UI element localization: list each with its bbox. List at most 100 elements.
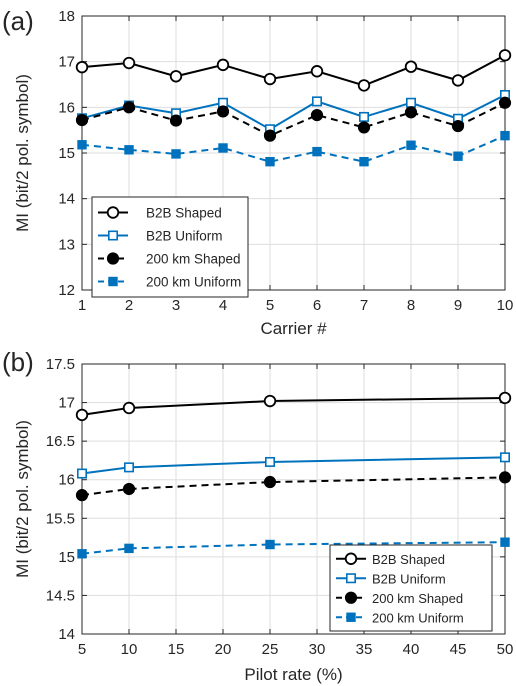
panel-a-xtick-label-3: 4 [219, 297, 227, 314]
panel-b-ytick-label-4: 16 [58, 472, 75, 489]
panel-b-legend-3-point-legend [344, 591, 358, 604]
panel-b-series-4-point-1 [124, 543, 134, 554]
panel-b-legend-label-4: 200 km Uniform [372, 610, 464, 625]
panel-a-xtick-label-7: 8 [407, 297, 415, 314]
panel-a-series-1-point-2 [169, 70, 183, 83]
panel-a-series-4-line [81, 134, 506, 163]
panel-a-series-4-point-3 [218, 143, 228, 153]
panel-a-legend-label-2: B2B Uniform [146, 229, 223, 244]
panel-a-ytick-label-3: 15 [58, 145, 75, 162]
panel-a-series-4-point-4 [265, 156, 275, 167]
panel-b-ytick-label-0: 14 [58, 626, 75, 643]
panel-a-ytick-label-1: 13 [58, 236, 75, 253]
panel-a-series-4-point-9 [500, 130, 510, 141]
panel-b-legend-label-3: 200 km Shaped [372, 591, 463, 606]
panel-b-label: (b) [2, 347, 34, 377]
panel-b-series-4-point-0 [77, 549, 87, 559]
panel-b-series-1-line [81, 396, 506, 416]
panel-a-series-2-point-7 [405, 97, 416, 108]
panel-a-legend-1-point-legend [106, 206, 120, 219]
panel-a-series-3-point-8 [451, 119, 465, 133]
panel-a-series-3-line [81, 101, 506, 137]
panel-b-chart: 5 10 15 20 25 30 35 40 45 50 14 14.5 15 15.5 16 16.5 17 1… [2, 347, 513, 684]
panel-b-series-3-point-2 [263, 475, 277, 489]
panel-b-series-2-point-0 [77, 468, 88, 479]
panel-b-series-2-point-3 [499, 452, 510, 463]
panel-b-xtick-label-3: 20 [215, 641, 232, 658]
panel-a-series-3-point-6 [357, 121, 371, 134]
panel-a-xlabel: Carrier # [260, 319, 327, 338]
panel-b-legend: B2B Shaped B2B Uniform 200 km Shaped 200 km… [329, 544, 493, 632]
panel-a-series-2-point-6 [358, 111, 369, 122]
panel-b-series-1-point-0 [75, 408, 89, 422]
panel-a-series-4-point-5 [312, 146, 322, 157]
panel-a-legend-4-point-legend [108, 276, 118, 287]
panel-b-ylabel: MI (bit/2 pol. symbol) [13, 420, 32, 578]
panel-a-ytick-label-2: 14 [58, 191, 75, 208]
panel-a-series-1-point-1 [122, 56, 136, 70]
panel-a-series-4-point-0 [77, 140, 87, 150]
panel-b-series-1-point-1 [122, 401, 136, 415]
panel-a-legend-2-point-legend [108, 230, 119, 241]
panel-a-xtick-label-9: 10 [497, 297, 514, 314]
panel-a-series-4-point-2 [171, 149, 181, 159]
panel-a-xtick-label-4: 5 [266, 297, 274, 314]
panel-b-xlabel: Pilot rate (%) [244, 665, 342, 684]
panel-b-series-3-point-0 [75, 489, 89, 502]
panel-b-ytick-label-6: 17 [58, 395, 75, 412]
panel-a-series-3-point-7 [404, 106, 418, 119]
panel-b-xtick-label-4: 25 [262, 641, 279, 658]
panel-b-series-2-point-1 [124, 462, 135, 473]
panel-b-series-3 [75, 471, 512, 502]
panel-a-legend-label-4: 200 km Uniform [146, 275, 241, 290]
panel-a-legend-label-1: B2B Shaped [146, 206, 222, 221]
panel-a-legend: B2B Shaped B2B Uniform 200 km Shaped 200 km… [91, 196, 249, 298]
panel-b-series-1-point-3 [498, 391, 512, 405]
panel-a-ylabel: MI (bit/2 pol. symbol) [13, 74, 32, 232]
panel-a-series-1-line [81, 54, 506, 87]
panel-a-ytick-label-0: 12 [58, 282, 75, 299]
panel-a-series-1 [75, 49, 512, 92]
panel-b-series-2 [77, 452, 510, 479]
panel-b-series-3-point-3 [498, 471, 512, 484]
panel-a-legend-3-point-legend [106, 252, 120, 265]
panel-a-ytick-label-4: 16 [58, 99, 75, 116]
panel-b-ytick-label-2: 15 [58, 549, 75, 566]
panel-b-xtick-label-2: 15 [168, 641, 185, 658]
panel-a-series-3-point-4 [263, 129, 277, 142]
panel-b-series-4-line [81, 541, 506, 555]
panel-a-ytick-label-6: 18 [58, 8, 75, 25]
panel-b-xtick-label-9: 50 [497, 641, 514, 658]
panel-a-series-4-point-1 [124, 145, 134, 155]
panel-a-xtick-label-1: 2 [125, 297, 133, 314]
panel-b-xtick-label-8: 45 [450, 641, 467, 658]
panel-a-series-4 [77, 130, 510, 167]
panel-a-series-4-point-7 [406, 140, 416, 150]
panel-a-series-1-point-5 [310, 65, 324, 78]
panel-a-series-1-point-0 [75, 60, 89, 74]
panel-b-ytick-label-1: 14.5 [46, 587, 75, 604]
panel-b-series-4-point-2 [265, 539, 275, 550]
panel-b-xtick-label-5: 30 [309, 641, 326, 658]
panel-a-xtick-label-8: 9 [454, 297, 462, 314]
panel-b-series-4 [77, 537, 510, 559]
panel-a-xtick-label-0: 1 [78, 297, 86, 314]
panel-a-series-1-point-6 [357, 79, 371, 92]
panel-a-series-1-point-3 [216, 58, 230, 72]
panel-a-series-1-point-4 [263, 72, 277, 86]
panel-a-series-2-point-5 [311, 96, 322, 107]
panel-b-xtick-label-6: 35 [356, 641, 373, 658]
panel-a-ytick-label-5: 17 [58, 54, 75, 71]
panel-a-series-3-point-2 [169, 114, 183, 127]
panel-b-legend-label-1: B2B Shaped [372, 552, 445, 567]
panel-b-xtick-label-7: 40 [403, 641, 420, 658]
panel-a-series-1-point-7 [404, 60, 418, 73]
panel-b-xtick-label-1: 10 [121, 641, 138, 658]
panel-a-label: (a) [2, 6, 34, 36]
panel-a-series-3-point-0 [75, 114, 89, 127]
panel-a-series-4-point-6 [359, 156, 369, 167]
panel-b-legend-2-point-legend [345, 573, 356, 584]
panel-a-xtick-label-2: 3 [172, 297, 180, 314]
panel-b-series-3-point-1 [122, 482, 136, 496]
